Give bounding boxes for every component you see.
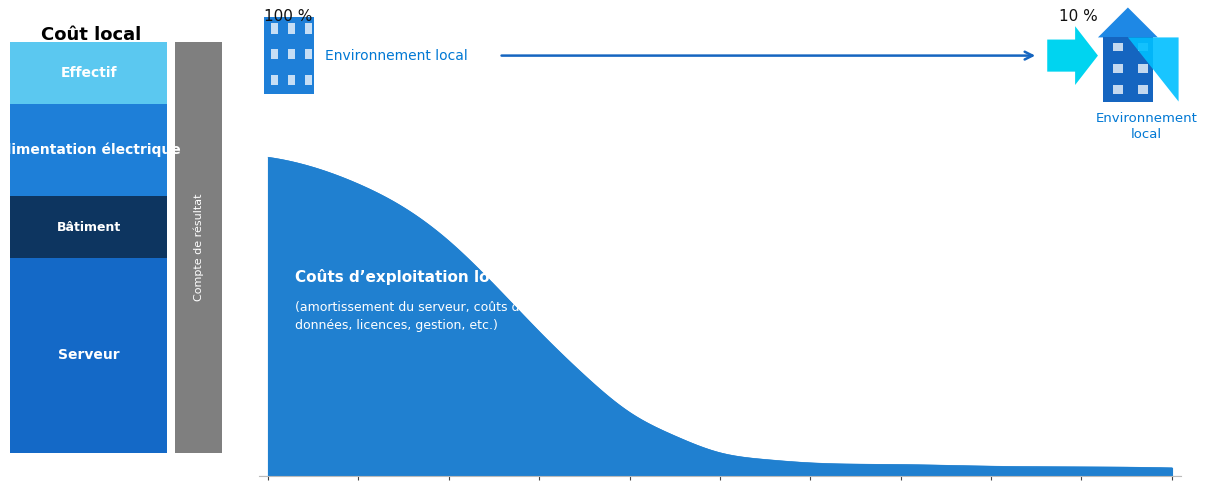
Text: Environnement local: Environnement local	[325, 49, 469, 63]
Text: (amortissement du serveur, coûts du centre de
données, licences, gestion, etc.): (amortissement du serveur, coûts du cent…	[295, 300, 592, 331]
Bar	[271, 23, 278, 34]
Bar	[305, 49, 312, 59]
Text: 10 %: 10 %	[1059, 9, 1098, 23]
Polygon shape	[1128, 37, 1178, 102]
Polygon shape	[1098, 7, 1158, 37]
Bar	[1138, 42, 1148, 52]
Text: 100 %: 100 %	[264, 9, 312, 23]
Bar	[11, 258, 166, 453]
Bar	[288, 49, 295, 59]
Bar	[1112, 42, 1123, 52]
Text: Coût local: Coût local	[41, 26, 141, 44]
Bar	[1112, 85, 1123, 94]
Text: Environnement
local: Environnement local	[1095, 112, 1198, 141]
Bar	[264, 17, 315, 94]
Bar	[1103, 37, 1153, 102]
Text: Coûts d’exploitation locaux: Coûts d’exploitation locaux	[295, 269, 530, 284]
Text: Serveur: Serveur	[58, 348, 119, 363]
Bar	[11, 104, 166, 196]
Bar	[11, 196, 166, 258]
Bar	[11, 42, 166, 104]
Text: Compte de résultat: Compte de résultat	[194, 194, 204, 301]
Text: Bâtiment: Bâtiment	[57, 221, 120, 234]
Bar	[305, 23, 312, 34]
Bar	[271, 74, 278, 85]
Bar	[1138, 85, 1148, 94]
Bar	[1112, 64, 1123, 73]
Bar	[288, 74, 295, 85]
Text: Effectif: Effectif	[60, 66, 117, 80]
Text: Alimentation électrique: Alimentation électrique	[0, 143, 181, 157]
Bar	[305, 74, 312, 85]
Polygon shape	[1047, 26, 1098, 85]
Bar	[176, 42, 222, 453]
Bar	[288, 23, 295, 34]
Bar	[1138, 64, 1148, 73]
Bar	[271, 49, 278, 59]
